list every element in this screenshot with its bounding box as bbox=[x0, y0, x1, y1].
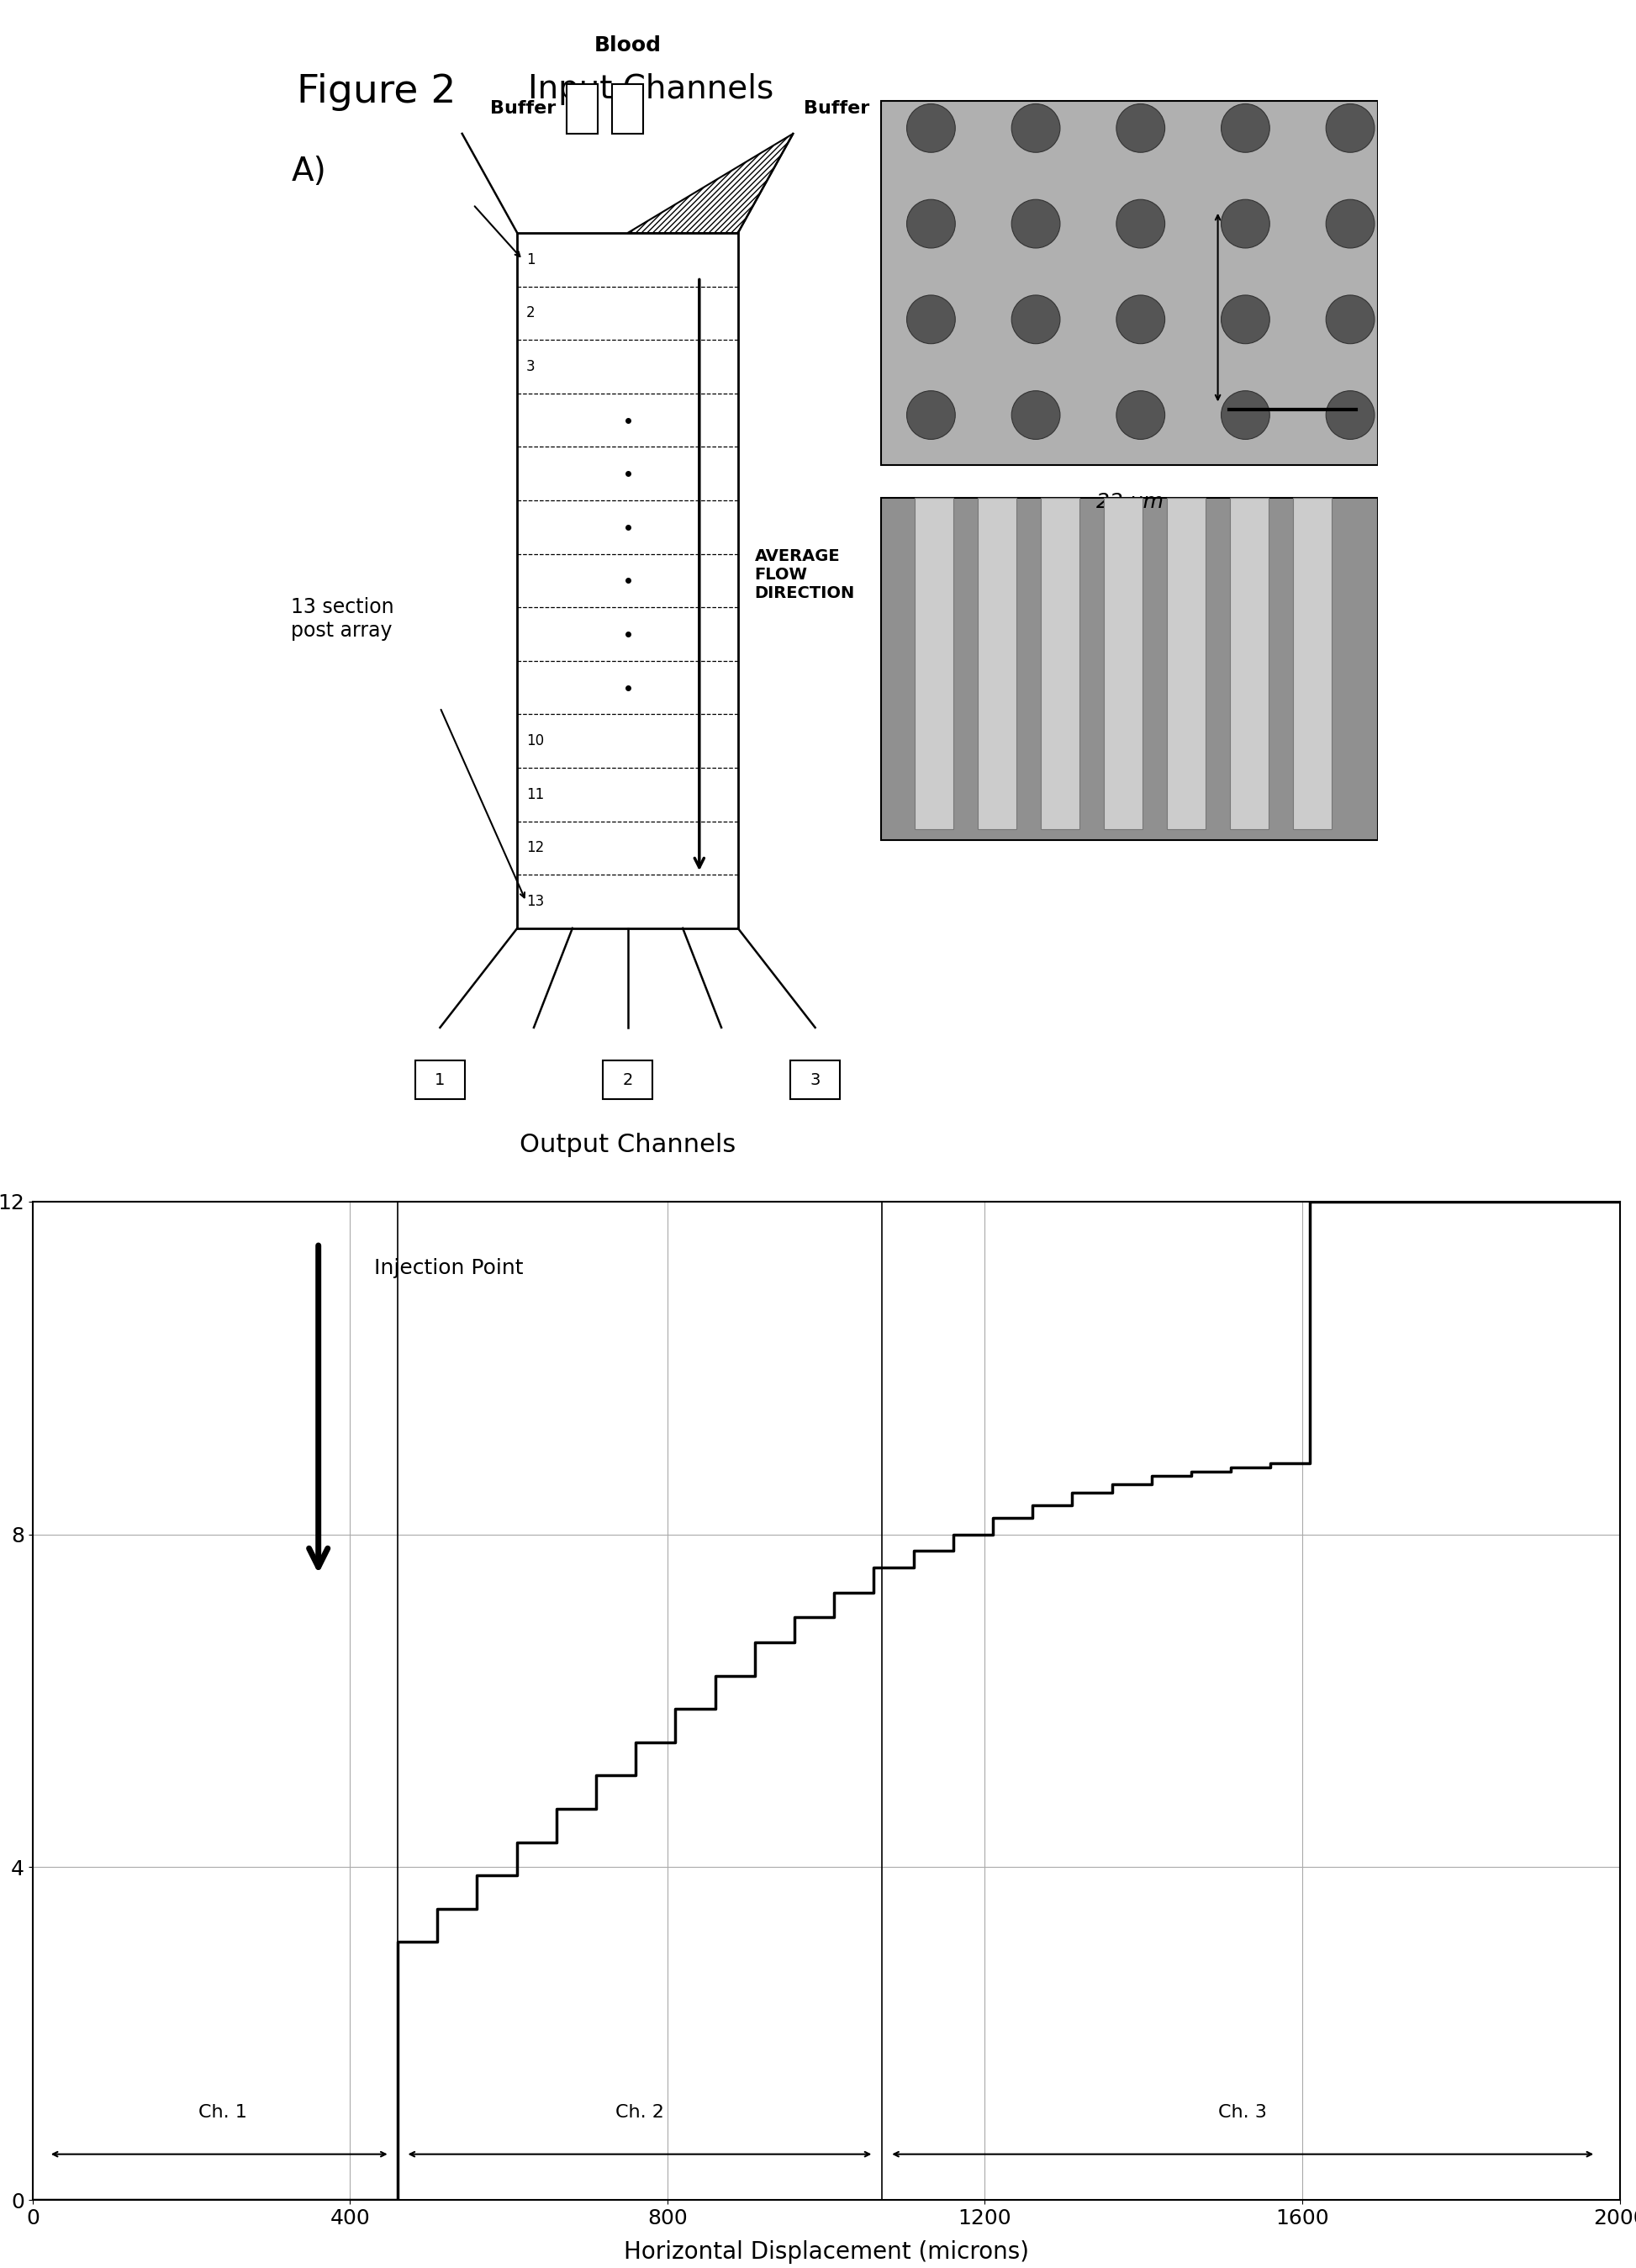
Bar bbox=[517, 234, 738, 928]
Bar bbox=[1104, 499, 1142, 828]
Circle shape bbox=[1325, 390, 1374, 440]
Circle shape bbox=[1116, 104, 1165, 152]
Circle shape bbox=[906, 295, 955, 345]
Circle shape bbox=[1011, 390, 1060, 440]
Text: Input Channels: Input Channels bbox=[528, 73, 774, 104]
Text: A): A) bbox=[291, 156, 326, 188]
Circle shape bbox=[1220, 200, 1270, 247]
Circle shape bbox=[1220, 104, 1270, 152]
Bar bbox=[1166, 499, 1206, 828]
Text: Buffer: Buffer bbox=[491, 100, 556, 118]
Text: 10: 10 bbox=[527, 733, 543, 748]
Text: 1: 1 bbox=[527, 252, 535, 268]
Circle shape bbox=[1116, 200, 1165, 247]
Circle shape bbox=[1116, 390, 1165, 440]
X-axis label: Horizontal Displacement (microns): Horizontal Displacement (microns) bbox=[623, 2241, 1029, 2263]
Bar bbox=[1040, 499, 1080, 828]
Text: 2: 2 bbox=[527, 306, 535, 320]
Text: 13: 13 bbox=[527, 894, 543, 909]
Circle shape bbox=[1011, 104, 1060, 152]
Circle shape bbox=[1116, 295, 1165, 345]
Bar bbox=[612, 84, 643, 134]
Circle shape bbox=[1325, 200, 1374, 247]
Bar bbox=[602, 1061, 653, 1100]
Text: Output Channels: Output Channels bbox=[520, 1132, 736, 1157]
Text: 11: 11 bbox=[527, 787, 543, 803]
Bar bbox=[915, 499, 954, 828]
Text: Ch. 3: Ch. 3 bbox=[1219, 2105, 1266, 2121]
Text: Injection Point: Injection Point bbox=[375, 1259, 524, 1279]
Text: 12: 12 bbox=[527, 841, 543, 855]
Circle shape bbox=[1325, 295, 1374, 345]
Circle shape bbox=[1220, 295, 1270, 345]
Text: Ch. 2: Ch. 2 bbox=[615, 2105, 664, 2121]
Text: 22 μm: 22 μm bbox=[1096, 492, 1163, 513]
Circle shape bbox=[906, 390, 955, 440]
Bar bbox=[1230, 499, 1268, 828]
Bar bbox=[1292, 499, 1332, 828]
Text: Figure 2: Figure 2 bbox=[296, 73, 456, 111]
Text: 3: 3 bbox=[527, 358, 535, 374]
Text: AVERAGE
FLOW
DIRECTION: AVERAGE FLOW DIRECTION bbox=[754, 549, 854, 601]
Text: Blood: Blood bbox=[594, 36, 661, 54]
Text: 2: 2 bbox=[622, 1073, 633, 1089]
Text: 1: 1 bbox=[435, 1073, 445, 1089]
Text: Ch. 1: Ch. 1 bbox=[200, 2105, 247, 2121]
Bar bbox=[790, 1061, 839, 1100]
Text: 3: 3 bbox=[810, 1073, 820, 1089]
Bar bbox=[882, 499, 1378, 839]
Circle shape bbox=[906, 104, 955, 152]
Text: 13 section
post array: 13 section post array bbox=[291, 596, 394, 642]
Circle shape bbox=[1220, 390, 1270, 440]
Text: Buffer: Buffer bbox=[805, 100, 870, 118]
Bar bbox=[568, 84, 597, 134]
Bar bbox=[882, 100, 1378, 465]
Bar bbox=[977, 499, 1016, 828]
Bar bbox=[416, 1061, 465, 1100]
Circle shape bbox=[1011, 200, 1060, 247]
Circle shape bbox=[906, 200, 955, 247]
Circle shape bbox=[1325, 104, 1374, 152]
Circle shape bbox=[1011, 295, 1060, 345]
